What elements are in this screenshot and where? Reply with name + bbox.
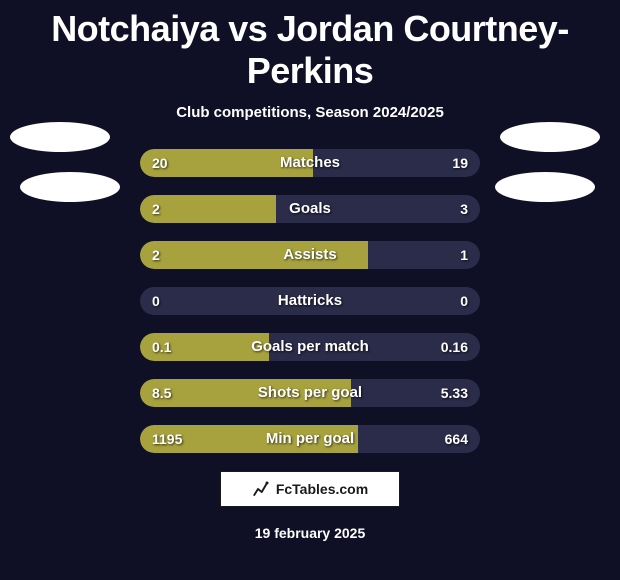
stat-value-left: 0.1 xyxy=(152,333,171,361)
fctables-icon xyxy=(252,480,270,498)
stats-container: Matches2019Goals23Assists21Hattricks00Go… xyxy=(140,149,480,453)
stat-value-right: 664 xyxy=(445,425,468,453)
stat-label: Goals per match xyxy=(140,333,480,361)
stat-value-right: 19 xyxy=(452,149,468,177)
stat-label: Shots per goal xyxy=(140,379,480,407)
stat-label: Matches xyxy=(140,149,480,177)
stat-value-right: 0.16 xyxy=(441,333,468,361)
stat-value-right: 5.33 xyxy=(441,379,468,407)
stat-value-right: 3 xyxy=(460,195,468,223)
stat-row: Min per goal1195 664 xyxy=(140,425,480,453)
stat-value-left: 2 xyxy=(152,241,160,269)
stat-label: Min per goal xyxy=(140,425,480,453)
fctables-logo-text: FcTables.com xyxy=(276,481,368,497)
stat-value-left: 20 xyxy=(152,149,168,177)
stat-label: Assists xyxy=(140,241,480,269)
stat-row: Matches20 19 xyxy=(140,149,480,177)
page-subtitle: Club competitions, Season 2024/2025 xyxy=(0,104,620,121)
stat-label: Hattricks xyxy=(140,287,480,315)
stat-row: Shots per goal8.5 5.33 xyxy=(140,379,480,407)
stat-value-right: 0 xyxy=(460,287,468,315)
player-avatar-placeholder xyxy=(20,172,120,202)
stat-row: Hattricks0 0 xyxy=(140,287,480,315)
stat-value-left: 8.5 xyxy=(152,379,171,407)
stat-row: Goals2 3 xyxy=(140,195,480,223)
player-avatar-placeholder xyxy=(495,172,595,202)
stat-row: Assists2 1 xyxy=(140,241,480,269)
stat-value-right: 1 xyxy=(460,241,468,269)
stat-label: Goals xyxy=(140,195,480,223)
page-title: Notchaiya vs Jordan Courtney-Perkins xyxy=(0,0,620,92)
stat-value-left: 1195 xyxy=(152,425,182,453)
player-avatar-placeholder xyxy=(10,122,110,152)
player-avatar-placeholder xyxy=(500,122,600,152)
fctables-logo[interactable]: FcTables.com xyxy=(220,471,400,507)
footer-date: 19 february 2025 xyxy=(0,525,620,541)
stat-value-left: 0 xyxy=(152,287,160,315)
stat-value-left: 2 xyxy=(152,195,160,223)
stat-row: Goals per match0.1 0.16 xyxy=(140,333,480,361)
